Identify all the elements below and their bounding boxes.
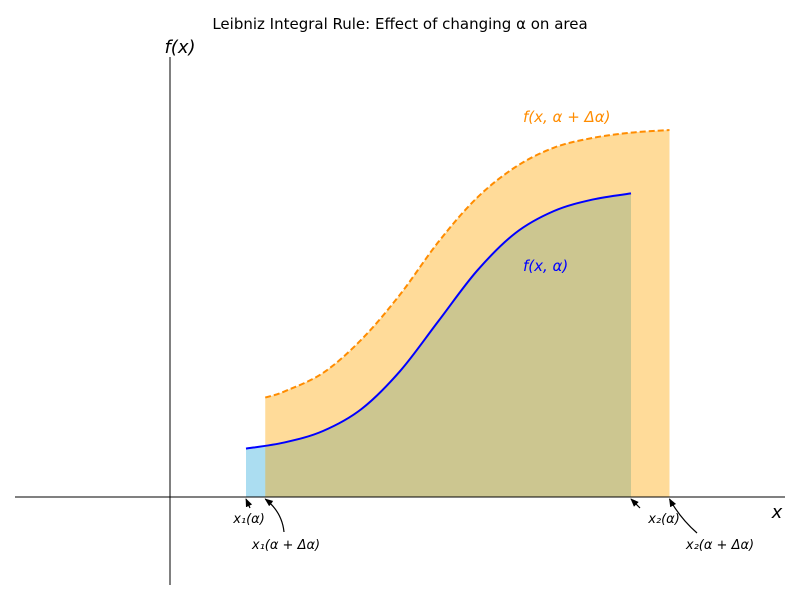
series-label-orange: f(x, α + Δα) bbox=[523, 108, 611, 126]
annotation-label-0: x₁(α) bbox=[232, 512, 265, 527]
annotation-label-3: x₂(α + Δα) bbox=[685, 538, 754, 553]
annotation-label-1: x₁(α + Δα) bbox=[251, 538, 320, 553]
series-label-blue: f(x, α) bbox=[523, 257, 568, 275]
chart-title: Leibniz Integral Rule: Effect of changin… bbox=[212, 15, 587, 33]
curve-1 bbox=[264, 129, 670, 399]
x-axis-label: x bbox=[771, 502, 783, 523]
area-fill-0 bbox=[246, 193, 631, 497]
curve-0 bbox=[245, 192, 632, 450]
annotation-arrow-2 bbox=[630, 498, 641, 509]
annotation-arrow-3 bbox=[668, 498, 698, 534]
annotation-label-2: x₂(α) bbox=[647, 512, 680, 527]
annotation-arrow-1 bbox=[264, 498, 285, 533]
annotation-arrow-0 bbox=[245, 498, 253, 509]
y-axis-label: f(x) bbox=[164, 37, 195, 58]
area-fill-1 bbox=[265, 130, 670, 498]
